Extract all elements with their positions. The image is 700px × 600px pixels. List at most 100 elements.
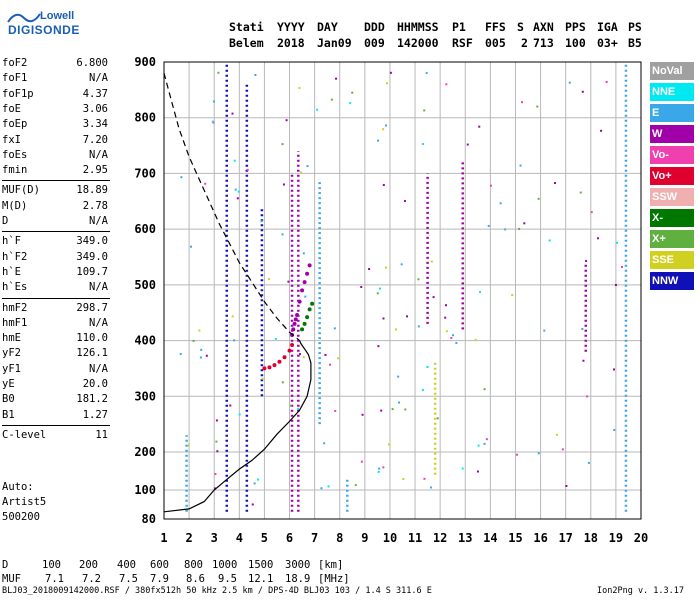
parameter-name: hmE [2, 332, 21, 345]
echo-point [382, 128, 385, 131]
trace-point [297, 299, 302, 304]
parameter-value: 2.78 [82, 199, 108, 212]
parameter-name: h`F2 [2, 250, 28, 263]
echo-point [204, 182, 207, 185]
muf-value: 9.5 [218, 573, 237, 585]
legend-item: NNE [650, 83, 694, 101]
parameter-row: M(D) 2.78 [2, 199, 108, 214]
echo-point [590, 211, 593, 214]
parameter-row: hmE 110.0 [2, 331, 108, 346]
echo-point [561, 448, 564, 451]
echo-point [474, 338, 477, 341]
parameter-row: yE 20.0 [2, 377, 108, 392]
echo-point [360, 460, 363, 463]
trace-point [293, 317, 298, 322]
parameter-row: C-level 11 [2, 428, 108, 443]
parameter-separator [2, 231, 110, 233]
echo-point [478, 125, 481, 128]
y-tick-label: 400 [134, 334, 156, 348]
echo-point [236, 197, 239, 200]
parameter-value: 4.37 [82, 87, 108, 100]
echo-point [504, 228, 507, 231]
header-value: B5 [628, 36, 642, 50]
echo-point [476, 470, 479, 473]
echo-point [387, 443, 390, 446]
header-label: PS [628, 20, 642, 34]
echo-point [455, 342, 458, 345]
echo-point [403, 200, 406, 203]
echo-point [579, 191, 582, 194]
parameter-value: 1.27 [82, 408, 108, 421]
echo-point [354, 484, 357, 487]
echo-point [621, 265, 624, 268]
echo-point [600, 129, 603, 132]
echo-point [394, 328, 397, 331]
muf-value: 7.2 [82, 573, 101, 585]
parameter-name: h`E [2, 265, 21, 278]
header-label: FFS [485, 20, 506, 34]
trace-point [305, 271, 310, 276]
parameter-row: yF1 N/A [2, 362, 108, 377]
trace-point [302, 280, 307, 285]
echo-point [380, 409, 383, 412]
y-tick-label: 600 [134, 222, 156, 236]
x-tick-label: 15 [508, 531, 522, 545]
trace-point [262, 366, 267, 371]
parameter-name: M(D) [2, 199, 28, 212]
echo-point [429, 486, 432, 489]
parameter-name: MUF(D) [2, 184, 40, 197]
echo-point [199, 356, 202, 359]
parameter-row: fmin 2.95 [2, 163, 108, 178]
echo-point [537, 452, 540, 455]
parameter-row: B0 181.2 [2, 392, 108, 407]
x-tick-label: 14 [483, 531, 497, 545]
header-label: HHMMSS [397, 20, 439, 34]
echo-point [267, 278, 270, 281]
echo-point [543, 329, 546, 332]
trace-point [282, 355, 287, 360]
distance-value: 800 [184, 559, 203, 571]
echo-point [212, 100, 215, 103]
echo-point [444, 316, 447, 319]
echo-point [360, 285, 363, 288]
trace-point [277, 359, 282, 364]
echo-point [198, 329, 201, 332]
echo-point [511, 293, 514, 296]
parameter-value: 110.0 [76, 332, 108, 345]
echo-point [285, 119, 288, 122]
echo-point [489, 184, 492, 187]
echo-point [587, 461, 590, 464]
echo-point [237, 190, 240, 193]
digisonde-logo: Lowell DIGISONDE [6, 8, 79, 42]
echo-point [233, 339, 236, 342]
parameter-name: foF1 [2, 72, 28, 85]
legend: NoVal NNE E W Vo- Vo+ SSW X- X+ SSE NNW [650, 62, 694, 293]
trace-point [310, 301, 315, 306]
parameter-row: foEs N/A [2, 148, 108, 163]
x-tick-label: 16 [533, 531, 547, 545]
legend-item: E [650, 104, 694, 122]
echo-point [385, 266, 388, 269]
echo-point [333, 327, 336, 330]
echo-point [423, 109, 426, 112]
echo-point [211, 120, 214, 123]
parameter-row: foF1p 4.37 [2, 87, 108, 102]
echo-point [302, 356, 305, 359]
parameter-name: fxI [2, 133, 21, 146]
parameter-separator [2, 297, 110, 299]
echo-point [306, 165, 309, 168]
legend-item: X+ [650, 230, 694, 248]
echo-point [554, 182, 557, 185]
distance-value: 600 [150, 559, 169, 571]
parameter-value: N/A [89, 362, 108, 375]
parameter-name: hmF2 [2, 301, 28, 314]
header-value: 142000 [397, 36, 439, 50]
echo-point [597, 237, 600, 240]
echo-point [298, 86, 301, 89]
muf-label: MUF [2, 573, 21, 585]
header-value: 009 [364, 36, 385, 50]
echo-point [585, 259, 588, 262]
echo-point [421, 143, 424, 146]
logo-text-digisonde: DIGISONDE [8, 23, 80, 37]
x-tick-label: 9 [361, 531, 368, 545]
